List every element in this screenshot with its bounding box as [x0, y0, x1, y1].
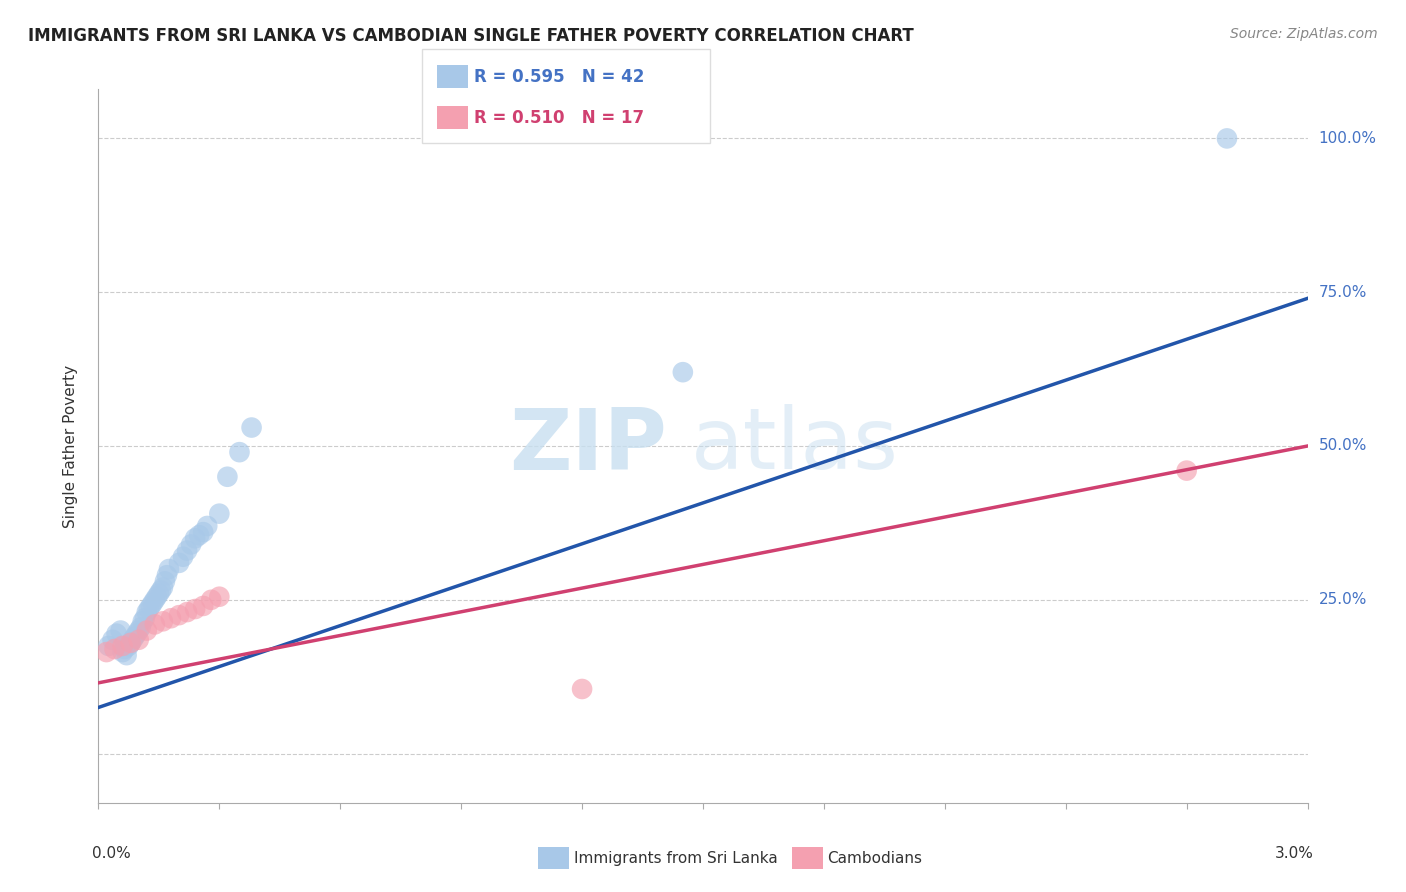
Point: [121, 632, 143, 647]
Point: [143, 617, 166, 632]
Point: [143, 592, 166, 607]
Text: Source: ZipAtlas.com: Source: ZipAtlas.com: [1230, 27, 1378, 41]
Point: [571, 681, 593, 696]
Point: [1216, 131, 1239, 145]
Point: [120, 636, 142, 650]
Point: [134, 611, 156, 625]
Point: [124, 630, 146, 644]
Point: [193, 525, 215, 540]
Point: [176, 543, 198, 558]
Point: [167, 556, 190, 570]
Point: [208, 507, 231, 521]
Y-axis label: Single Father Poverty: Single Father Poverty: [63, 365, 77, 527]
Point: [172, 549, 194, 564]
Text: 100.0%: 100.0%: [1319, 131, 1376, 146]
Text: 25.0%: 25.0%: [1319, 592, 1367, 607]
Text: IMMIGRANTS FROM SRI LANKA VS CAMBODIAN SINGLE FATHER POVERTY CORRELATION CHART: IMMIGRANTS FROM SRI LANKA VS CAMBODIAN S…: [28, 27, 914, 45]
Point: [208, 590, 231, 604]
Point: [97, 639, 120, 653]
Text: ZIP: ZIP: [509, 404, 666, 488]
Point: [152, 615, 174, 629]
Point: [240, 420, 263, 434]
Point: [195, 519, 218, 533]
Point: [125, 626, 148, 640]
Point: [135, 605, 157, 619]
Point: [139, 599, 162, 613]
Point: [138, 602, 160, 616]
Point: [105, 626, 128, 640]
Point: [672, 365, 695, 379]
Point: [228, 445, 250, 459]
Point: [111, 639, 134, 653]
Text: 0.0%: 0.0%: [93, 846, 131, 861]
Point: [114, 642, 136, 657]
Point: [156, 568, 179, 582]
Point: [152, 581, 174, 595]
Point: [115, 648, 138, 662]
Point: [128, 624, 150, 638]
Point: [217, 469, 239, 483]
Point: [103, 642, 125, 657]
Point: [129, 620, 152, 634]
Point: [111, 645, 134, 659]
Point: [110, 624, 132, 638]
Text: Cambodians: Cambodians: [827, 851, 922, 865]
Point: [193, 599, 215, 613]
Text: R = 0.510   N = 17: R = 0.510 N = 17: [474, 109, 644, 127]
Point: [188, 528, 211, 542]
Point: [142, 596, 165, 610]
Point: [128, 632, 150, 647]
Point: [180, 537, 202, 551]
Text: atlas: atlas: [690, 404, 898, 488]
Point: [96, 645, 118, 659]
Point: [118, 639, 141, 653]
Point: [146, 590, 169, 604]
Point: [148, 587, 170, 601]
Text: Immigrants from Sri Lanka: Immigrants from Sri Lanka: [574, 851, 778, 865]
Text: 3.0%: 3.0%: [1275, 846, 1313, 861]
Point: [101, 632, 124, 647]
Point: [120, 636, 142, 650]
Point: [132, 615, 155, 629]
Point: [200, 592, 222, 607]
Text: 75.0%: 75.0%: [1319, 285, 1367, 300]
Point: [184, 531, 207, 545]
Point: [184, 602, 207, 616]
Point: [176, 605, 198, 619]
Text: R = 0.595   N = 42: R = 0.595 N = 42: [474, 68, 644, 86]
Point: [160, 611, 183, 625]
Point: [149, 583, 172, 598]
Text: 50.0%: 50.0%: [1319, 439, 1367, 453]
Point: [153, 574, 176, 589]
Point: [1175, 464, 1198, 478]
Point: [167, 608, 190, 623]
Point: [135, 624, 157, 638]
Point: [157, 562, 180, 576]
